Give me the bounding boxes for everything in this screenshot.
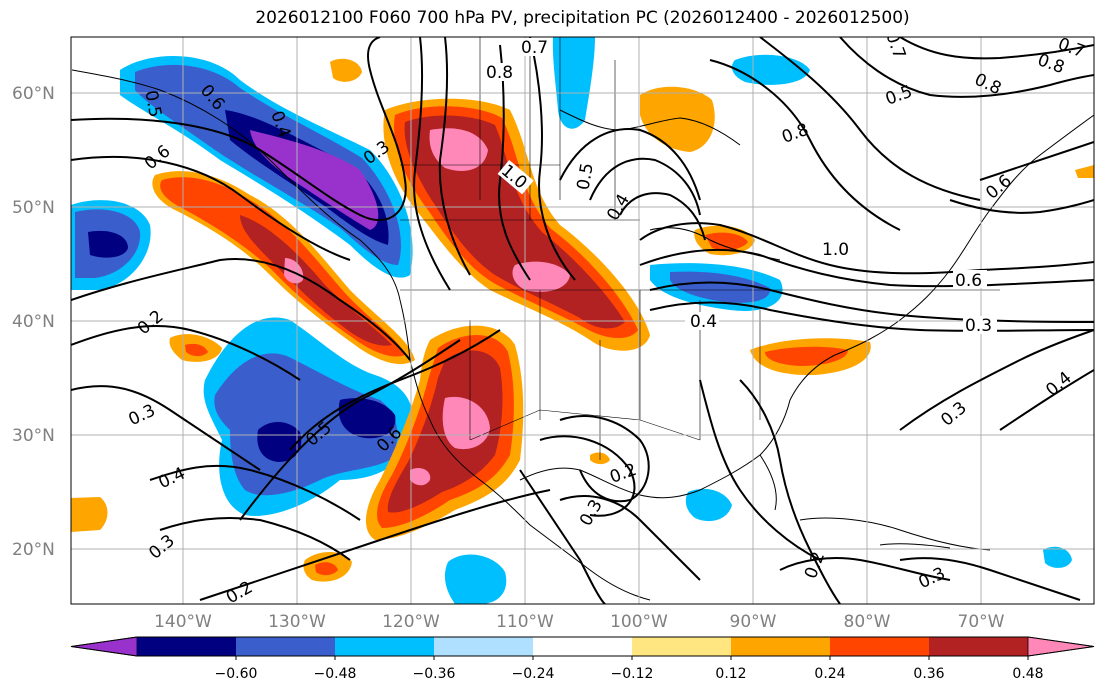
map-title: 2026012100 F060 700 hPa PV, precipitatio… <box>255 8 910 28</box>
lat-label: 30°N <box>12 426 55 446</box>
lat-label: 20°N <box>12 540 55 560</box>
colorbar-outline <box>70 636 1095 657</box>
map-panel: 0.7 0.8 0.5 0.6 0.4 0.3 1.0 0.5 0.4 0.6 … <box>71 37 1094 604</box>
colorbar-label: −0.12 <box>611 666 654 682</box>
lat-axis-labels: 60°N 50°N 40°N 30°N 20°N <box>12 84 55 560</box>
contour-label: 0.4 <box>690 312 717 332</box>
colorbar-label: −0.60 <box>215 666 258 682</box>
lon-label: 140°W <box>154 612 212 632</box>
colorbar-label: −0.36 <box>413 666 456 682</box>
contour-label: 0.5 <box>573 161 597 191</box>
colorbar-segment <box>929 637 1029 656</box>
colorbar-label: −0.48 <box>314 666 357 682</box>
lon-label: 100°W <box>610 612 668 632</box>
lon-label: 120°W <box>382 612 440 632</box>
colorbar: −0.60 −0.48 −0.36 −0.24 −0.12 0.12 0.24 0.36 0.4… <box>70 636 1095 682</box>
colorbar-label: −0.24 <box>512 666 555 682</box>
colorbar-segment <box>533 637 633 656</box>
negative-anomaly-fields <box>71 37 1072 604</box>
lon-label: 70°W <box>958 612 1005 632</box>
colorbar-label: 0.48 <box>1012 666 1043 682</box>
contour-label: 0.8 <box>486 63 513 83</box>
colorbar-segment <box>236 637 336 656</box>
contour-label: 0.3 <box>965 316 992 336</box>
lon-label: 130°W <box>268 612 326 632</box>
colorbar-segment <box>434 637 534 656</box>
graticule <box>71 37 1094 604</box>
lon-label: 90°W <box>730 612 777 632</box>
colorbar-label: 0.12 <box>715 666 746 682</box>
coastlines-borders <box>71 37 1094 601</box>
pv-contours <box>71 37 1094 604</box>
colorbar-segment <box>335 637 435 656</box>
lat-label: 50°N <box>12 198 55 218</box>
lon-label: 110°W <box>496 612 554 632</box>
lat-label: 40°N <box>12 312 55 332</box>
colorbar-segment <box>137 637 237 656</box>
contour-label: 0.7 <box>521 38 548 58</box>
colorbar-segment <box>731 637 831 656</box>
lat-label: 60°N <box>12 84 55 104</box>
contour-label: 0.6 <box>955 271 982 291</box>
colorbar-segment <box>830 637 930 656</box>
contour-label: 0.5 <box>140 89 164 119</box>
map-frame <box>70 36 1095 605</box>
colorbar-segment <box>632 637 732 656</box>
contour-label: 1.0 <box>822 240 849 260</box>
colorbar-label: 0.24 <box>814 666 845 682</box>
colorbar-extend-max <box>1027 636 1095 657</box>
colorbar-label: 0.36 <box>913 666 944 682</box>
colorbar-extend-min <box>70 636 138 657</box>
lon-axis-labels: 140°W 130°W 120°W 110°W 100°W 90°W 80°W … <box>154 612 1005 632</box>
lon-label: 80°W <box>844 612 891 632</box>
